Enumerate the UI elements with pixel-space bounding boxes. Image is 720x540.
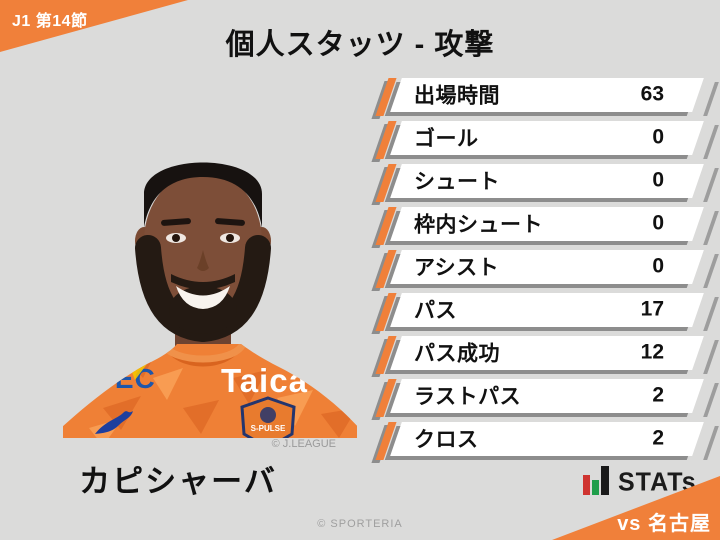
player-portrait-illustration: ITEC Taica S-PULSE xyxy=(61,162,359,438)
player-photo: ITEC Taica S-PULSE xyxy=(61,78,359,438)
stat-label: ゴール xyxy=(414,127,479,151)
stat-value: 63 xyxy=(640,82,664,106)
stat-row: 枠内シュート 0 xyxy=(375,207,719,245)
stat-value: 2 xyxy=(652,426,664,450)
stat-label: パス成功 xyxy=(414,342,500,366)
stat-row: クロス 2 xyxy=(375,422,719,460)
opponent-label: vs 名古屋 xyxy=(617,513,711,535)
stat-value: 0 xyxy=(652,211,664,235)
matchday-label: J1 第14節 xyxy=(12,13,88,30)
page-title: 個人スタッツ - 攻撃 xyxy=(225,29,495,61)
stat-row: パス成功 12 xyxy=(375,336,719,374)
jersey-sponsor-left: ITEC xyxy=(88,363,156,394)
stat-label: シュート xyxy=(414,170,500,194)
row-end-slash xyxy=(703,168,719,202)
player-smile xyxy=(176,286,230,309)
stat-row: ゴール 0 xyxy=(375,121,719,159)
stat-row: パス 17 xyxy=(375,293,719,331)
row-end-slash xyxy=(703,211,719,245)
stat-row: 出場時間 63 xyxy=(375,78,719,116)
footer-credit: © SPORTERIA xyxy=(317,518,403,530)
row-end-slash xyxy=(703,82,719,116)
player-hair xyxy=(144,162,262,228)
crest-label: S-PULSE xyxy=(251,424,286,433)
row-end-slash xyxy=(703,297,719,331)
player-name: カピシャーバ xyxy=(79,464,277,499)
photo-credit: © J.LEAGUE xyxy=(271,438,336,450)
stat-label: 出場時間 xyxy=(414,84,500,108)
stats-list: 出場時間 63 ゴール 0 シュート 0 枠内シュート 0 xyxy=(375,78,719,465)
stat-row: シュート 0 xyxy=(375,164,719,202)
stat-row: ラストパス 2 xyxy=(375,379,719,417)
stat-label: ラストパス xyxy=(414,385,522,409)
stat-value: 0 xyxy=(652,254,664,278)
row-end-slash xyxy=(703,383,719,417)
player-jersey: ITEC Taica S-PULSE xyxy=(61,344,359,438)
row-end-slash xyxy=(703,426,719,460)
stat-value: 0 xyxy=(652,125,664,149)
stat-label: クロス xyxy=(414,428,479,452)
stat-value: 2 xyxy=(652,383,664,407)
stat-label: パス xyxy=(414,299,457,323)
stat-label: 枠内シュート xyxy=(414,213,543,237)
stat-label: アシスト xyxy=(414,256,500,280)
puma-logo xyxy=(95,411,133,434)
stat-value: 12 xyxy=(640,340,664,364)
stat-row: アシスト 0 xyxy=(375,250,719,288)
stat-value: 17 xyxy=(640,297,664,321)
row-end-slash xyxy=(703,340,719,374)
row-end-slash xyxy=(703,254,719,288)
stat-value: 0 xyxy=(652,168,664,192)
bar-chart-icon xyxy=(583,466,609,495)
jersey-sponsor-right: Taica xyxy=(221,362,308,399)
row-end-slash xyxy=(703,125,719,159)
club-crest: S-PULSE xyxy=(240,396,296,438)
stats-logo: STATs xyxy=(583,465,697,495)
